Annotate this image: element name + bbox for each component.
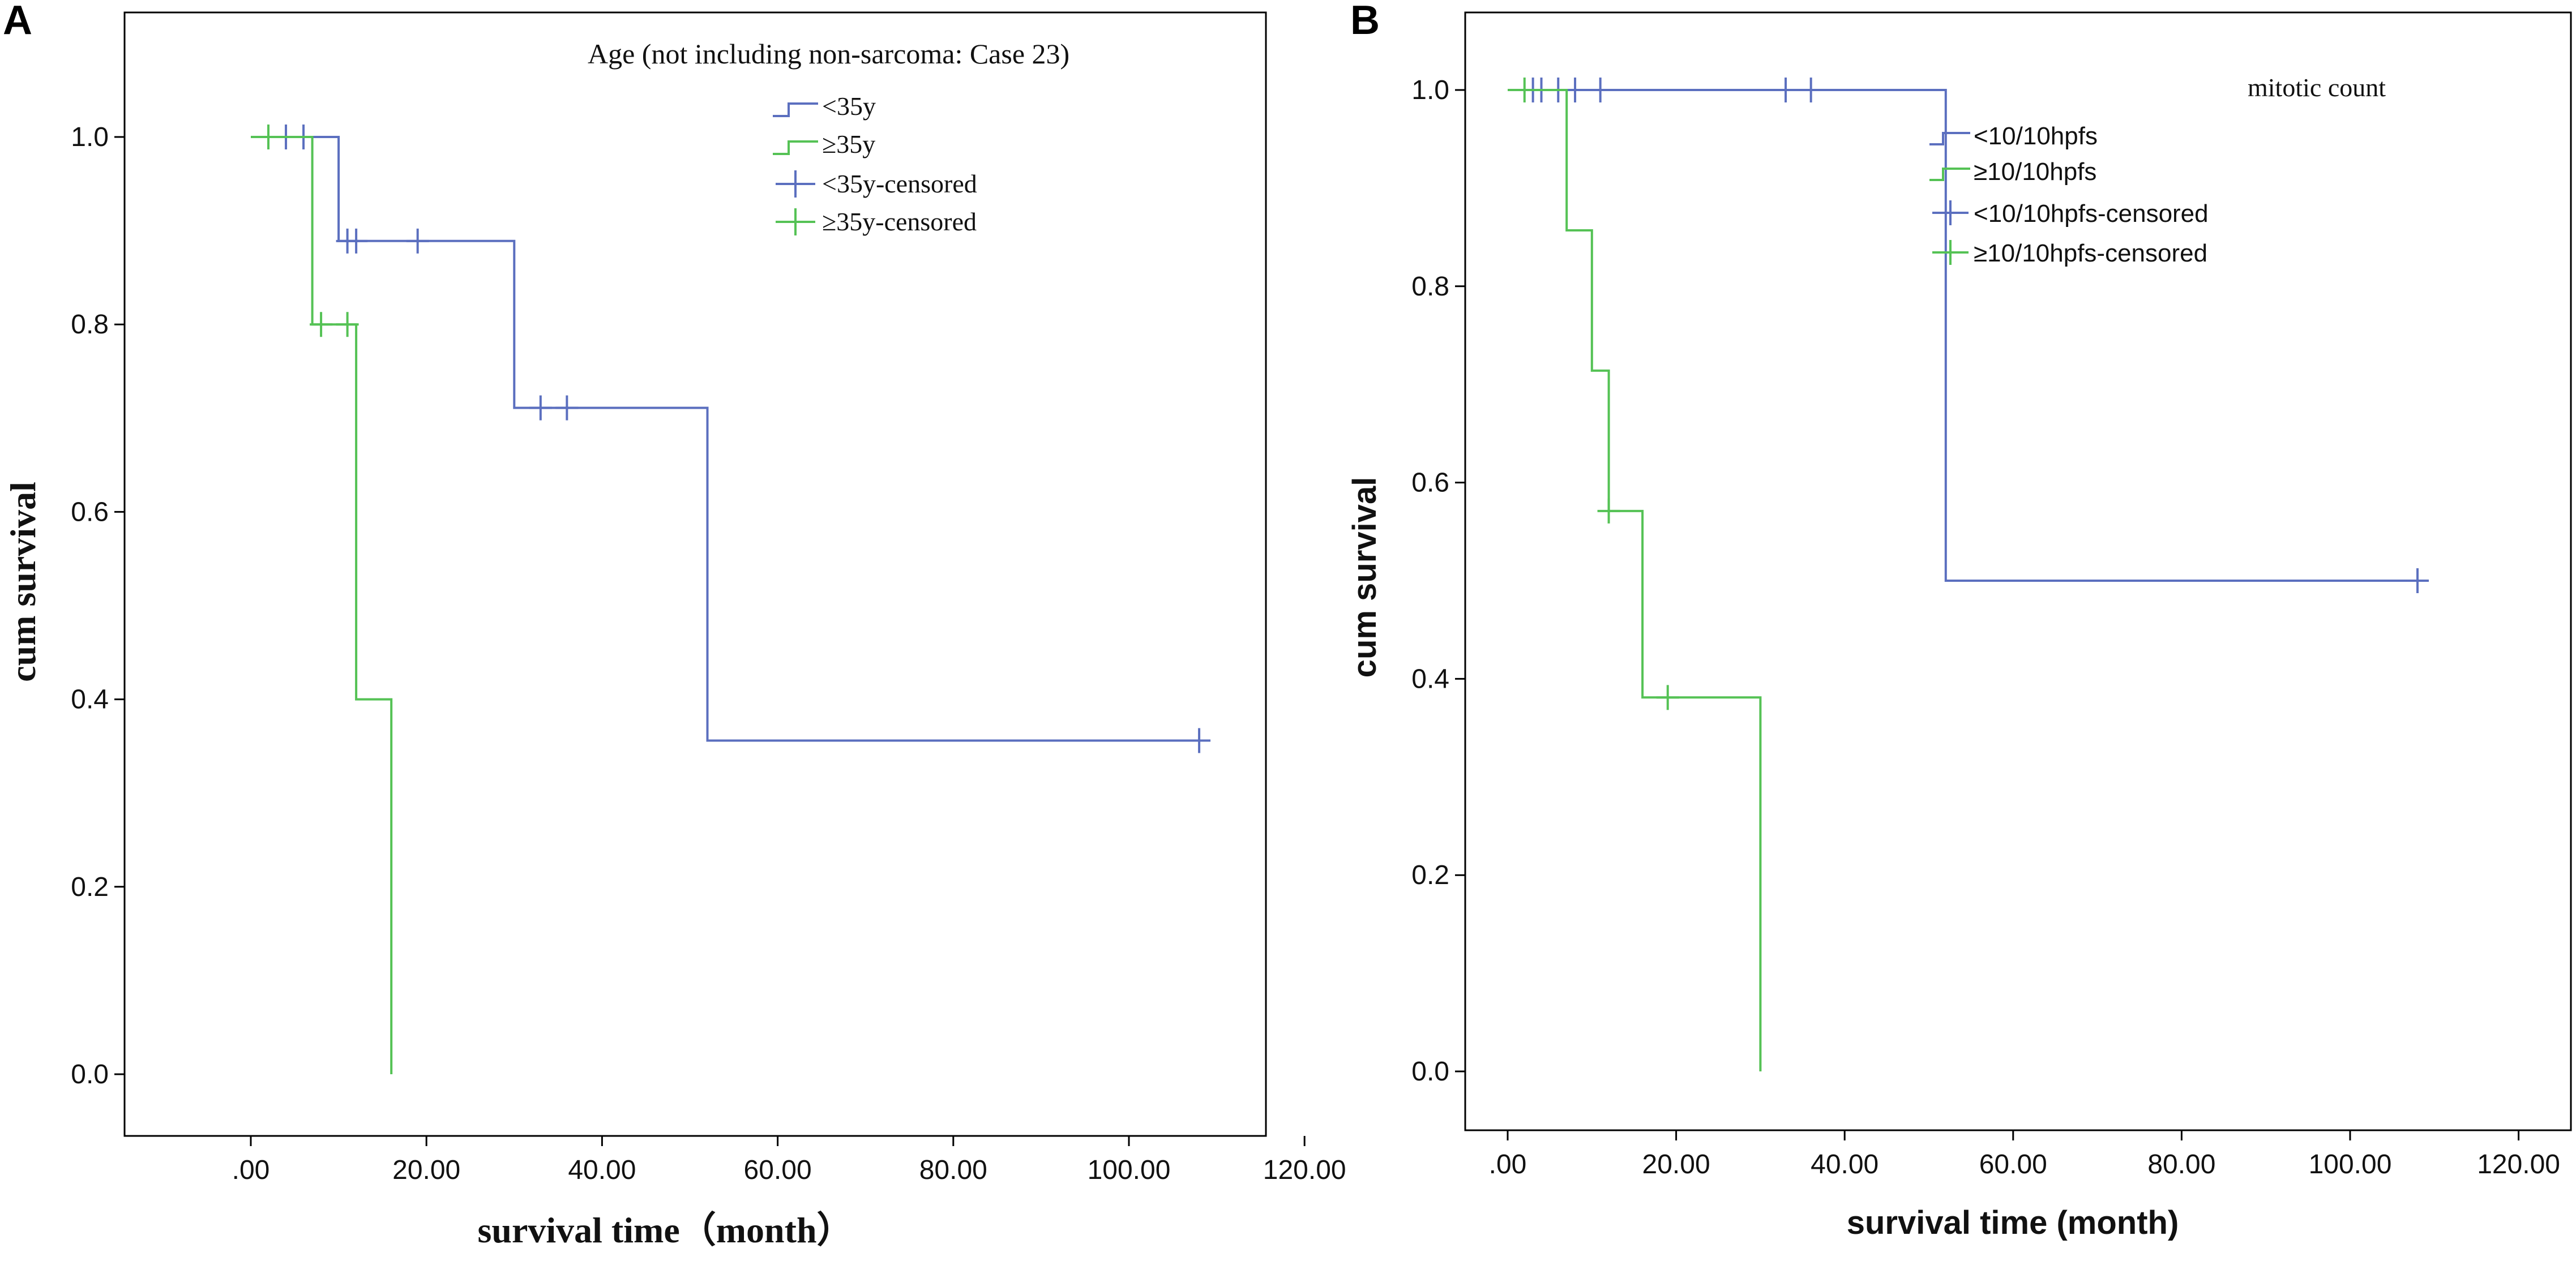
x-tick-label: 100.00	[1088, 1155, 1171, 1185]
legend-marker-ge10-censored	[1932, 240, 1969, 265]
censored-marker	[1799, 78, 1822, 102]
x-tick-label: 40.00	[1811, 1150, 1878, 1179]
censored-marker	[336, 312, 359, 337]
survival-curve-low-group	[251, 136, 1200, 742]
x-tick-label: 120.00	[2477, 1150, 2560, 1179]
legend-line-ge10	[1929, 168, 1970, 181]
x-tick-label: 20.00	[1642, 1150, 1710, 1179]
censored-marker	[257, 125, 280, 149]
censored-marker	[1513, 78, 1536, 102]
legend-label-lt35-censored: <35y-censored	[822, 169, 977, 198]
legend-line-lt35	[773, 102, 818, 117]
y-tick-label: 0.2	[71, 872, 109, 902]
legend-marker-ge35-censored	[776, 208, 815, 235]
legend-line-ge35	[773, 140, 818, 155]
y-tick-label: 0.6	[1411, 468, 1449, 498]
plot-frame-a	[123, 11, 1267, 1137]
legend-label-lt10: <10/10hpfs	[1974, 122, 2098, 150]
x-tick-label: 100.00	[2309, 1150, 2392, 1179]
legend-label-lt35: <35y	[822, 92, 876, 121]
panel-label-b: B	[1350, 0, 1380, 43]
y-tick-label: 0.8	[1411, 272, 1449, 302]
censored-marker	[1597, 498, 1620, 524]
legend-title-a: Age (not including non-sarcoma: Case 23)	[588, 38, 1069, 70]
y-axis-label-a: cum survival	[3, 482, 43, 682]
survival-curve-low-group	[1508, 89, 2417, 582]
legend-b: mitotic count <10/10hpfs ≥10/10hpfs <10/…	[1929, 73, 2386, 267]
censored-marker	[529, 395, 552, 421]
legend-marker-lt35-censored	[776, 170, 815, 198]
censored-marker	[1589, 78, 1612, 102]
legend-label-ge10-censored: ≥10/10hpfs-censored	[1974, 239, 2207, 267]
y-tick-label: 0.0	[71, 1060, 109, 1090]
x-tick-label: .00	[232, 1155, 270, 1185]
censored-marker	[2406, 568, 2429, 593]
plot-frame-b	[1464, 11, 2572, 1131]
y-tick-label: 1.0	[71, 122, 109, 152]
y-axis-ticks-b: 0.0 0.2 0.4 0.6 0.8 1.0	[1411, 75, 1465, 1087]
survival-curve-high-group	[1508, 89, 1762, 1071]
x-tick-label: 80.00	[2147, 1150, 2215, 1179]
y-tick-label: 0.0	[1411, 1057, 1449, 1087]
x-tick-label: 80.00	[919, 1155, 987, 1185]
legend-line-lt10	[1929, 132, 1970, 145]
x-axis-label-b: survival time (month)	[1847, 1204, 2179, 1241]
censored-marker	[1656, 685, 1679, 710]
x-tick-label: 40.00	[568, 1155, 636, 1185]
legend-title-b: mitotic count	[2248, 73, 2386, 102]
y-tick-label: 0.4	[1411, 664, 1449, 694]
censored-marker	[1188, 728, 1211, 753]
panel-label-a: A	[3, 0, 32, 43]
series-b	[1508, 78, 2429, 1071]
panel-b: B 0.0 0.2 0.4 0.6 0.8 1.0 .00 20.00 40.00 60.00 8…	[1346, 0, 2572, 1241]
y-tick-label: 0.6	[71, 497, 109, 527]
legend-label-ge35: ≥35y	[822, 130, 875, 158]
x-tick-label: 120.00	[1263, 1155, 1346, 1185]
y-tick-label: 0.4	[71, 685, 109, 715]
x-tick-label: 20.00	[392, 1155, 460, 1185]
y-tick-label: 1.0	[1411, 75, 1449, 105]
y-tick-label: 0.2	[1411, 860, 1449, 890]
legend-marker-lt10-censored	[1932, 200, 1969, 225]
censored-marker	[555, 395, 579, 421]
x-axis-label-a: survival time（month）	[477, 1210, 853, 1250]
legend-a: Age (not including non-sarcoma: Case 23)…	[588, 38, 1069, 236]
x-tick-label: 60.00	[744, 1155, 812, 1185]
panel-a: A 0.0 0.2 0.4 0.6 0.8 1.0 .00 20.00 40.00 60.00 8…	[3, 0, 1346, 1250]
x-axis-ticks-b: .00 20.00 40.00 60.00 80.00 100.00 120.00	[1489, 1130, 2560, 1179]
x-axis-ticks-a: .00 20.00 40.00 60.00 80.00 100.00 120.00	[232, 1136, 1346, 1185]
y-axis-ticks-a: 0.0 0.2 0.4 0.6 0.8 1.0	[71, 122, 125, 1090]
y-axis-label-b: cum survival	[1346, 477, 1383, 678]
censored-marker	[345, 228, 368, 254]
x-tick-label: 60.00	[1979, 1150, 2047, 1179]
legend-label-lt10-censored: <10/10hpfs-censored	[1974, 200, 2209, 228]
y-tick-label: 0.8	[71, 310, 109, 340]
legend-label-ge35-censored: ≥35y-censored	[822, 207, 977, 236]
censored-marker	[1774, 78, 1798, 102]
series-a	[251, 125, 1211, 1074]
censored-marker	[406, 228, 429, 254]
censored-marker	[310, 312, 333, 337]
x-tick-label: .00	[1489, 1150, 1527, 1179]
legend-label-ge10: ≥10/10hpfs	[1974, 158, 2096, 186]
